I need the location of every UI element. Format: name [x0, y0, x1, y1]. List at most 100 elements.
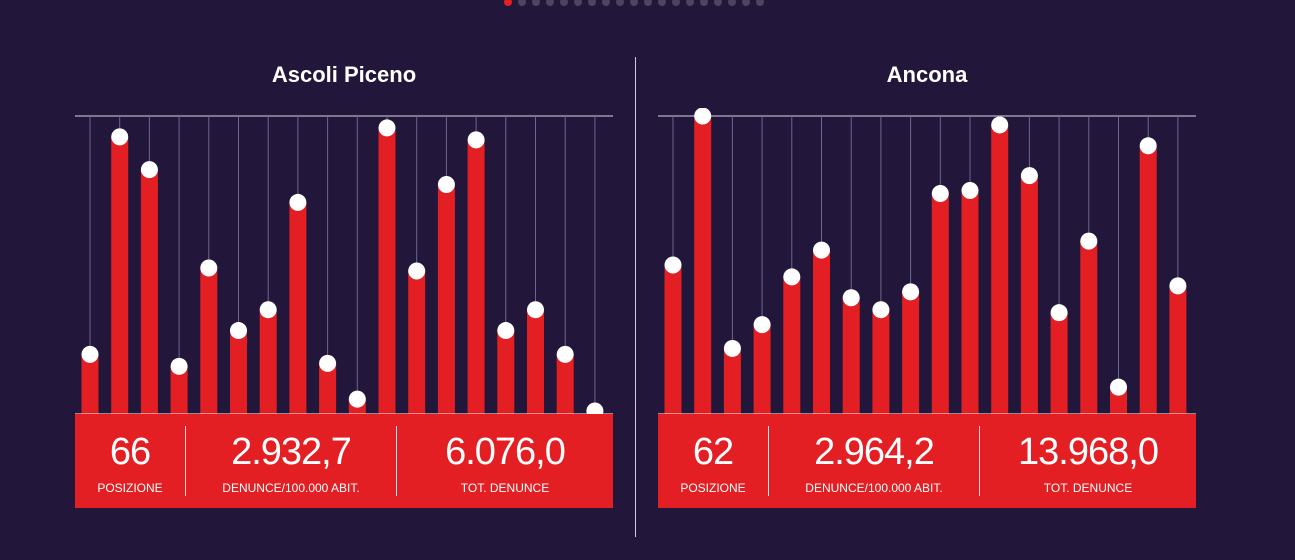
- bar-marker: [1020, 167, 1038, 185]
- bar: [170, 366, 188, 414]
- bar-marker: [467, 131, 485, 149]
- bar: [694, 116, 712, 414]
- bar-marker: [931, 184, 949, 202]
- stat-separator: [396, 426, 397, 496]
- stat-denunce-per-abitanti: 2.932,7 DENUNCE/100.000 ABIT.: [186, 414, 396, 508]
- bar: [111, 136, 129, 415]
- bar: [140, 169, 158, 414]
- pagination-dot[interactable]: [602, 0, 610, 6]
- stats-box: 66 POSIZIONE 2.932,7 DENUNCE/100.000 ABI…: [75, 414, 613, 508]
- bar-marker: [1080, 232, 1098, 250]
- bar: [1050, 312, 1068, 414]
- bar-marker: [556, 345, 574, 363]
- bar-marker: [81, 345, 99, 363]
- stat-separator: [768, 426, 769, 496]
- pagination-dot[interactable]: [658, 0, 666, 6]
- bar: [408, 270, 426, 414]
- bar-marker: [289, 193, 307, 211]
- bar: [1139, 145, 1157, 415]
- bar-marker: [111, 128, 129, 146]
- bar: [200, 267, 218, 414]
- pagination-dot[interactable]: [574, 0, 582, 6]
- panel-ascoli-piceno: Ascoli Piceno 66 POSIZIONE 2.932,7 DENUN…: [75, 0, 613, 560]
- bar-marker: [1139, 137, 1157, 155]
- stat-denunce-per-abitanti: 2.964,2 DENUNCE/100.000 ABIT.: [769, 414, 979, 508]
- stat-tot-denunce: 13.968,0 TOT. DENUNCE: [980, 414, 1196, 508]
- bar: [664, 265, 682, 414]
- bar-marker: [813, 241, 830, 259]
- pagination-dot[interactable]: [644, 0, 652, 6]
- pagination-dot[interactable]: [672, 0, 680, 6]
- stat-separator: [185, 426, 186, 496]
- bar-marker: [991, 116, 1009, 134]
- pagination-dot[interactable]: [560, 0, 568, 6]
- bar: [961, 190, 979, 414]
- pagination-dot[interactable]: [714, 0, 722, 6]
- pagination-dot[interactable]: [588, 0, 596, 6]
- bar-marker: [1050, 304, 1068, 322]
- panel-title: Ancona: [886, 62, 968, 87]
- bar-chart: [658, 108, 1196, 415]
- bar-marker: [1169, 277, 1187, 295]
- bar-marker: [408, 262, 426, 280]
- bar: [259, 309, 277, 414]
- pagination-dot[interactable]: [546, 0, 554, 6]
- stats-box: 62 POSIZIONE 2.964,2 DENUNCE/100.000 ABI…: [658, 414, 1196, 508]
- bar: [902, 291, 920, 414]
- pagination-dot[interactable]: [630, 0, 638, 6]
- pagination-dots: [504, 0, 764, 6]
- pagination-dot[interactable]: [756, 0, 764, 6]
- bar-marker: [437, 176, 455, 194]
- bar: [1020, 175, 1038, 414]
- pagination-dot[interactable]: [742, 0, 750, 6]
- bar-marker: [378, 119, 396, 137]
- stat-separator: [979, 426, 980, 496]
- stat-label: TOT. DENUNCE: [1043, 481, 1133, 495]
- stat-label: DENUNCE/100.000 ABIT.: [222, 481, 360, 495]
- stat-value: 13.968,0: [1018, 431, 1159, 473]
- pagination-dot[interactable]: [518, 0, 526, 6]
- bar: [842, 297, 860, 414]
- panel-ancona: Ancona 62 POSIZIONE 2.964,2 DENUNCE/100.…: [658, 0, 1196, 560]
- bar-marker: [694, 108, 712, 125]
- stat-tot-denunce: 6.076,0 TOT. DENUNCE: [397, 414, 613, 508]
- bar-marker: [230, 322, 247, 340]
- bar: [527, 309, 544, 414]
- bar: [556, 354, 574, 414]
- pagination-dot[interactable]: [504, 0, 512, 6]
- bar-marker: [348, 390, 366, 408]
- bar-marker: [753, 316, 771, 334]
- pagination-dot[interactable]: [728, 0, 736, 6]
- stat-posizione: 66 POSIZIONE: [75, 414, 185, 508]
- bar: [437, 184, 455, 414]
- bar-marker: [664, 256, 682, 274]
- bar: [753, 324, 771, 414]
- bar-marker: [961, 182, 979, 199]
- bar: [783, 276, 801, 414]
- bar-marker: [723, 339, 741, 357]
- bar-marker: [497, 322, 515, 340]
- bar: [319, 363, 337, 414]
- stat-value: 6.076,0: [445, 431, 566, 473]
- stat-label: POSIZIONE: [680, 481, 746, 495]
- bar-chart: [75, 115, 613, 418]
- bar: [378, 127, 396, 415]
- bar: [230, 330, 247, 414]
- bar-marker: [1110, 378, 1127, 396]
- bar: [1169, 285, 1187, 414]
- bar-marker: [259, 301, 277, 319]
- pagination-dot[interactable]: [686, 0, 694, 6]
- bar-marker: [527, 301, 544, 319]
- bar: [931, 193, 949, 414]
- pagination-dot[interactable]: [532, 0, 540, 6]
- bar-marker: [170, 357, 188, 375]
- bar-marker: [200, 259, 218, 277]
- bar: [872, 309, 890, 414]
- pagination-dot[interactable]: [616, 0, 624, 6]
- pagination-dot[interactable]: [700, 0, 708, 6]
- bar: [1080, 241, 1098, 414]
- bar: [991, 124, 1009, 414]
- stat-label: DENUNCE/100.000 ABIT.: [805, 481, 943, 495]
- bar-marker: [140, 161, 158, 179]
- bar: [467, 139, 485, 414]
